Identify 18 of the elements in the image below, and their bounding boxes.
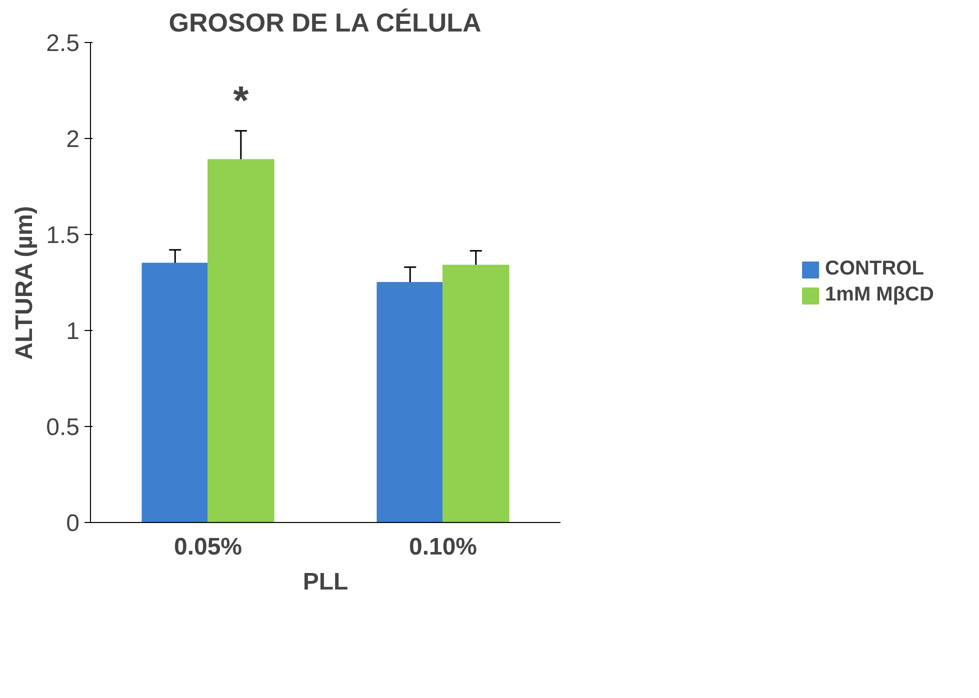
legend-label: 1mM MβCD [825,284,934,306]
y-tick-label: 0 [66,510,80,537]
bar [442,264,510,522]
y-tick-label: 0.5 [46,414,80,441]
bar [376,282,444,522]
y-tick-label: 1.5 [46,222,80,249]
y-tick-label: 1 [66,318,80,345]
legend-label: CONTROL [825,258,924,280]
y-tick-label: 2.5 [46,30,80,57]
x-tick-label: 0.10% [408,534,478,560]
chart-title: GROSOR DE LA CÉLULA [168,8,482,38]
y-tick-label: 2 [66,126,80,153]
bar [142,262,208,522]
x-tick-label: 0.05% [174,534,242,560]
bar [208,159,274,522]
x-axis-title: PLL [302,568,348,596]
y-axis-title: ALTURA (µm) [11,206,38,360]
annotation: * [233,78,250,123]
